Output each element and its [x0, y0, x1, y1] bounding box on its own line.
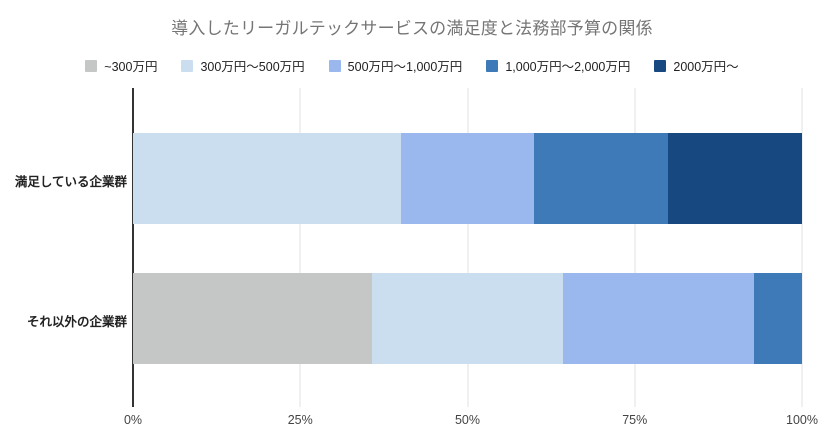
bar-segment[interactable] [668, 133, 802, 224]
plot-area [132, 88, 803, 407]
legend-label: 2000万円〜 [673, 60, 739, 74]
bar-segment[interactable] [754, 273, 802, 364]
bar-segment[interactable] [563, 273, 755, 364]
gridline [299, 88, 301, 407]
bar-segment[interactable] [133, 133, 401, 224]
gridline [634, 88, 636, 407]
x-tick-label: 0% [123, 413, 143, 427]
x-tick-label: 50% [454, 413, 481, 427]
gridline [467, 88, 468, 407]
bar-segment[interactable] [400, 133, 535, 224]
legend-swatch [328, 59, 341, 72]
x-tick-label: 25% [287, 413, 313, 427]
gridline [801, 88, 803, 407]
bar-row [133, 133, 802, 224]
legend-swatch [181, 59, 194, 72]
x-tick-label: 75% [622, 413, 648, 427]
legend-swatch [486, 59, 499, 72]
bar-segment[interactable] [371, 273, 564, 364]
bar-row [133, 273, 802, 364]
legend-item: 300万円〜500万円 [181, 56, 305, 75]
legend-item: 500万円〜1,000万円 [328, 56, 463, 75]
legend-label: ~300万円 [104, 60, 158, 74]
legend-label: 300万円〜500万円 [200, 60, 305, 74]
bar-segment[interactable] [133, 273, 372, 364]
bar-segment[interactable] [534, 133, 669, 224]
legend-item: 1,000万円〜2,000万円 [486, 56, 630, 75]
legend-swatch [85, 59, 98, 72]
chart-title: 導入したリーガルテックサービスの満足度と法務部予算の関係 [171, 19, 653, 38]
legend-item: 2000万円〜 [654, 56, 739, 75]
legend-label: 1,000万円〜2,000万円 [505, 60, 631, 74]
legend-swatch [654, 59, 667, 72]
category-label: 満足している企業群 [14, 174, 127, 189]
legend-label: 500万円〜1,000万円 [347, 60, 463, 74]
x-tick-label: 100% [786, 413, 818, 427]
category-label: それ以外の企業群 [26, 314, 127, 329]
y-axis-baseline [132, 88, 134, 407]
legend: ~300万円 300万円〜500万円 500万円〜1,000万円 1,000万円〜2,… [0, 56, 824, 75]
legend-item: ~300万円 [85, 56, 157, 75]
